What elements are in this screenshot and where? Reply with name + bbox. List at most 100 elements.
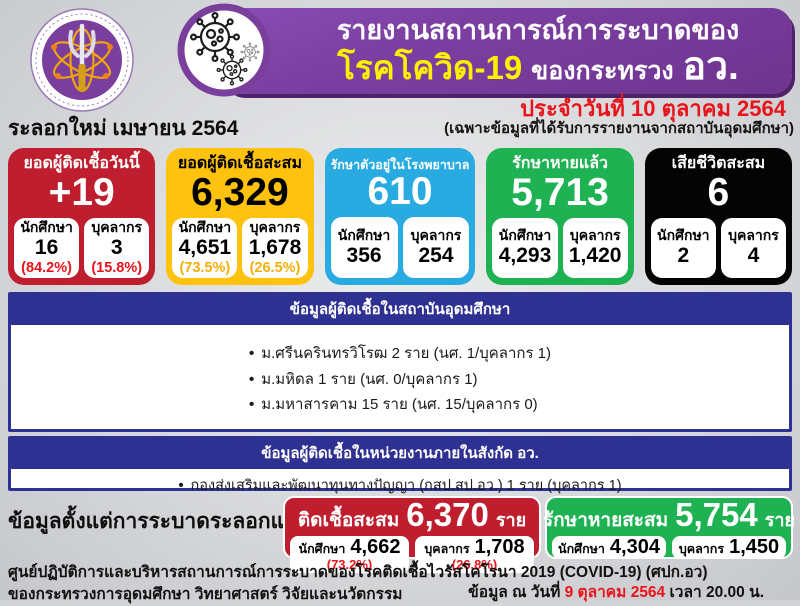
banner-ministry-text: ของกระทรวง bbox=[531, 57, 674, 86]
summary-value: 5,754 bbox=[675, 496, 758, 533]
students-value: 356 bbox=[346, 243, 382, 267]
asof-suffix: เวลา 20.00 น. bbox=[665, 584, 764, 601]
list-item: ม.มหาสารคาม 15 ราย (นศ. 15/บุคลากร 0) bbox=[249, 392, 551, 418]
card-title: รักษาหายแล้ว bbox=[512, 155, 608, 172]
summary-cumulative-recovered: รักษาหายสะสม 5,754 ราย นักศึกษา 4,304 บุ… bbox=[542, 496, 796, 559]
card-new-cases-today: ยอดผู้ติดเชื้อวันนี้ +19 นักศึกษา 16 (84… bbox=[8, 148, 156, 285]
students-stat: นักศึกษา 16 (84.2%) bbox=[14, 218, 80, 278]
summary-title: รักษาหายสะสม bbox=[542, 510, 669, 531]
list-item: ม.ศรีนครินทรวิโรฒ 2 ราย (นศ. 1/บุคลากร 1… bbox=[249, 341, 551, 367]
banner-disease-name: โรคโควิด-19 bbox=[337, 49, 523, 87]
staff-stat: บุคลากร 4 bbox=[720, 218, 787, 278]
students-value: 4,293 bbox=[498, 244, 552, 268]
staff-label: บุคลากร bbox=[410, 226, 462, 243]
staff-value: 4 bbox=[747, 244, 760, 268]
asof-date: 9 ตุลาคม 2564 bbox=[564, 584, 666, 601]
staff-label: บุคลากร bbox=[728, 227, 779, 244]
card-value: 610 bbox=[367, 170, 433, 214]
students-stat: นักศึกษา 4,651 (73.5%) bbox=[172, 218, 238, 278]
students-value: 2 bbox=[677, 244, 690, 268]
summary-cumulative-infections: ติดเชื้อสะสม 6,370 ราย นักศึกษา 4,662 (7… bbox=[283, 496, 541, 573]
students-label: นักศึกษา bbox=[657, 227, 710, 244]
footer-org-line1: ศูนย์ปฏิบัติการและบริหารสถานการณ์การระบา… bbox=[8, 564, 708, 581]
banner-title-line2: โรคโควิด-19 ของกระทรวง อว. bbox=[337, 47, 739, 86]
staff-stat: บุคลากร 1,678 (26.5%) bbox=[242, 218, 308, 278]
staff-value: 1,708 bbox=[474, 536, 525, 558]
staff-pct: (26.5%) bbox=[249, 259, 301, 276]
ministry-seal-icon bbox=[28, 4, 136, 117]
staff-value: 1,678 bbox=[248, 236, 302, 260]
staff-value: 3 bbox=[110, 236, 123, 260]
summary-title: ติดเชื้อสะสม bbox=[297, 510, 400, 531]
card-value: 5,713 bbox=[511, 171, 609, 215]
staff-pct: (26.8%) bbox=[451, 557, 498, 572]
section-agencies: ข้อมูลผู้ติดเชื้อในหน่วยงานภายในสังกัด อ… bbox=[8, 436, 792, 494]
card-title: ยอดผู้ติดเชื้อสะสม bbox=[177, 155, 302, 172]
students-label: นักศึกษา bbox=[20, 219, 73, 236]
list-item: กองส่งเสริมและพัฒนาทุนทางปัญญา (กสป.สป.อ… bbox=[178, 474, 622, 499]
students-value: 4,651 bbox=[178, 236, 232, 260]
asof-prefix: ข้อมูล ณ วันที่ bbox=[468, 584, 565, 601]
students-value: 4,304 bbox=[609, 536, 660, 558]
staff-label: บุคลากร bbox=[424, 542, 470, 556]
section-universities: ข้อมูลผู้ติดเชื้อในสถาบันอุดมศึกษา ม.ศรี… bbox=[8, 292, 792, 432]
card-cumulative-cases: ยอดผู้ติดเชื้อสะสม 6,329 นักศึกษา 4,651 … bbox=[166, 148, 314, 285]
card-hospitalized: รักษาตัวอยู่ในโรงพยาบาล 610 นักศึกษา 356… bbox=[324, 148, 476, 285]
students-stat: นักศึกษา 2 bbox=[650, 218, 716, 278]
wave-label: ระลอกใหม่ เมษายน 2564 bbox=[8, 117, 239, 140]
title-banner: รายงานสถานการณ์การระบาดของ โรคโควิด-19 ข… bbox=[222, 8, 792, 94]
data-asof-line: ข้อมูล ณ วันที่ 9 ตุลาคม 2564 เวลา 20.00… bbox=[468, 579, 764, 604]
staff-stat: บุคลากร 1,420 bbox=[562, 218, 628, 278]
students-label: นักศึกษา bbox=[498, 227, 552, 244]
staff-stat: บุคลากร 1,708 (26.8%) bbox=[415, 536, 534, 573]
students-pct: (73.2%) bbox=[326, 557, 373, 572]
students-stat: นักศึกษา 4,662 (73.2%) bbox=[290, 536, 409, 573]
card-value: 6,329 bbox=[191, 171, 289, 215]
section-universities-title: ข้อมูลผู้ติดเชื้อในสถาบันอุดมศึกษา bbox=[11, 295, 789, 325]
stat-cards-row: ยอดผู้ติดเชื้อวันนี้ +19 นักศึกษา 16 (84… bbox=[8, 148, 793, 285]
report-date: ประจำวันที่ 10 ตุลาคม 2564 bbox=[520, 96, 786, 121]
agencies-list: กองส่งเสริมและพัฒนาทุนทางปัญญา (กสป.สป.อ… bbox=[178, 474, 622, 499]
list-item: ม.มหิดล 1 ราย (นศ. 0/บุคลากร 1) bbox=[249, 367, 551, 393]
card-value: +19 bbox=[48, 171, 115, 215]
section-agencies-title: ข้อมูลผู้ติดเชื้อในหน่วยงานภายในสังกัด อ… bbox=[11, 439, 789, 469]
staff-label: บุคลากร bbox=[91, 219, 143, 236]
students-stat: นักศึกษา 4,304 bbox=[552, 536, 666, 559]
staff-stat: บุคลากร 3 (15.8%) bbox=[84, 218, 150, 278]
staff-label: บุคลากร bbox=[249, 219, 301, 236]
banner-title-line1: รายงานสถานการณ์การระบาดของ bbox=[336, 14, 740, 45]
staff-value: 1,450 bbox=[729, 536, 780, 558]
universities-list: ม.ศรีนครินทรวิโรฒ 2 ราย (นศ. 1/บุคลากร 1… bbox=[249, 341, 551, 418]
summary-unit: ราย bbox=[764, 510, 796, 530]
students-value: 16 bbox=[34, 236, 59, 260]
students-value: 4,662 bbox=[350, 536, 401, 558]
card-title: ยอดผู้ติดเชื้อวันนี้ bbox=[23, 155, 140, 172]
coronavirus-icon bbox=[177, 3, 271, 102]
report-date-note: (เฉพาะข้อมูลที่ได้รับการรายงานจากสถาบันอ… bbox=[444, 120, 794, 137]
card-recovered: รักษาหายแล้ว 5,713 นักศึกษา 4,293 บุคลาก… bbox=[486, 148, 634, 285]
staff-value: 254 bbox=[418, 243, 454, 267]
students-label: นักศึกษา bbox=[298, 542, 346, 556]
card-title: เสียชีวิตสะสม bbox=[671, 155, 766, 172]
summary-unit: ราย bbox=[495, 510, 527, 530]
footer-org-line2: ของกระทรวงการอุดมศึกษา วิทยาศาสตร์ วิจัย… bbox=[8, 586, 403, 603]
summary-value: 6,370 bbox=[406, 496, 489, 533]
banner-org-abbrev: อว. bbox=[682, 45, 739, 89]
staff-value: 1,420 bbox=[568, 244, 622, 268]
students-stat: นักศึกษา 4,293 bbox=[492, 218, 558, 278]
staff-stat: บุคลากร 1,450 bbox=[672, 536, 786, 559]
students-pct: (73.5%) bbox=[179, 259, 231, 276]
card-deaths: เสียชีวิตสะสม 6 นักศึกษา 2 บุคลากร 4 bbox=[644, 148, 793, 285]
staff-pct: (15.8%) bbox=[91, 259, 143, 276]
card-title: รักษาตัวอยู่ในโรงพยาบาล bbox=[330, 158, 470, 172]
staff-label: บุคลากร bbox=[678, 542, 725, 556]
students-pct: (84.2%) bbox=[21, 259, 72, 276]
students-label: นักศึกษา bbox=[558, 542, 605, 556]
staff-label: บุคลากร bbox=[569, 227, 621, 244]
since-first-wave-label: ข้อมูลตั้งแต่การระบาดระลอกแรก bbox=[8, 510, 309, 533]
card-value: 6 bbox=[707, 171, 730, 215]
students-label: นักศึกษา bbox=[337, 226, 391, 243]
students-label: นักศึกษา bbox=[178, 219, 232, 236]
staff-stat: บุคลากร 254 bbox=[402, 217, 470, 278]
